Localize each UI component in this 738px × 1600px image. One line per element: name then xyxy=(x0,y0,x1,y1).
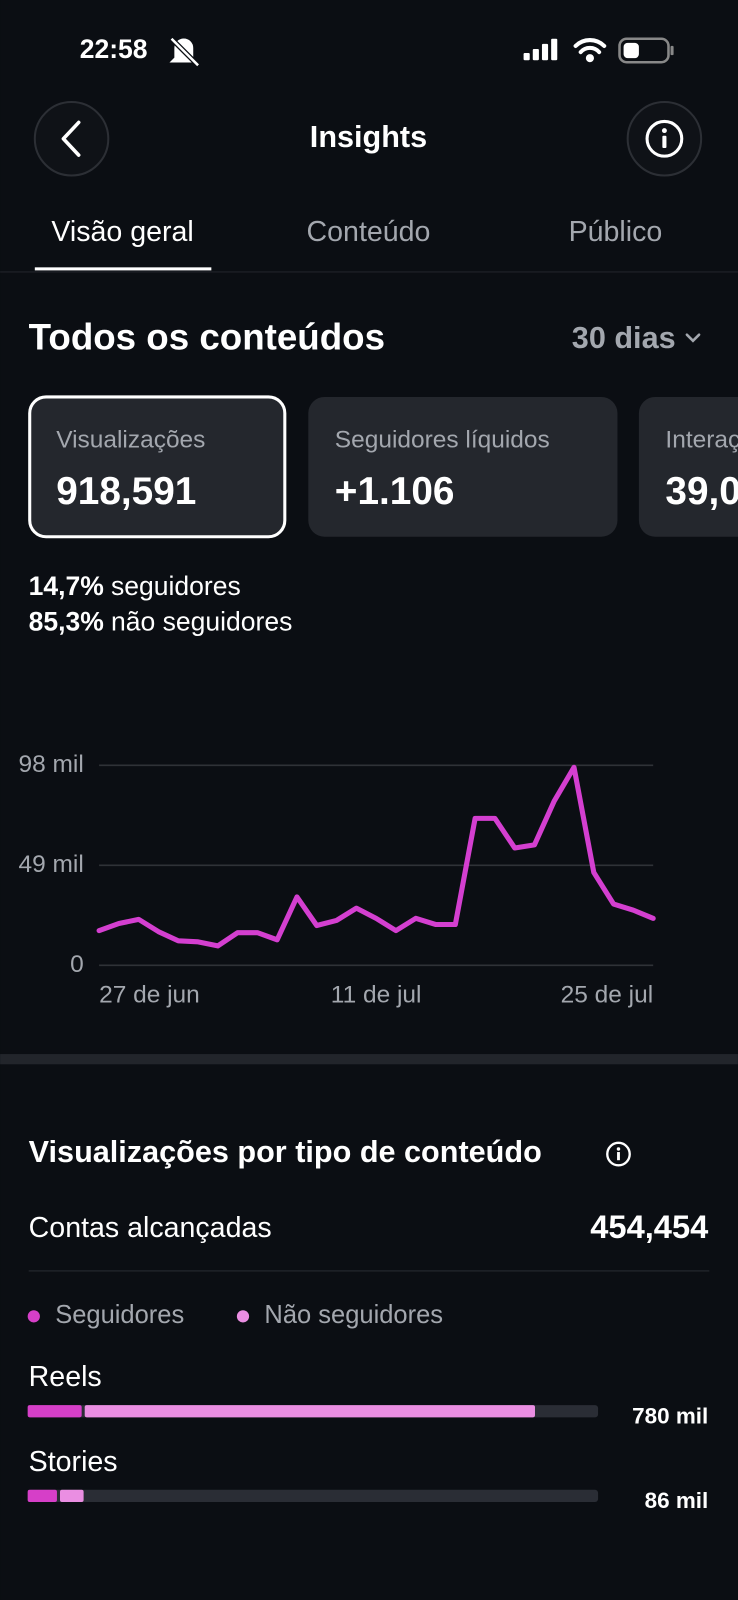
back-button[interactable] xyxy=(33,101,110,177)
status-time: 22:58 xyxy=(80,34,148,64)
breakdown-title: Visualizações por tipo de conteúdo xyxy=(29,1135,542,1169)
metric-card[interactable]: Seguidores líquidos +1.106 xyxy=(308,396,618,537)
legend-label: Seguidores xyxy=(55,1301,184,1329)
card-value: +1.106 xyxy=(335,470,455,513)
split-share: 14,7% xyxy=(29,571,104,601)
mute-icon xyxy=(169,36,200,68)
page-title: Insights xyxy=(310,120,427,154)
card-value: 39,0 xyxy=(665,470,738,513)
info-button[interactable] xyxy=(626,101,703,177)
bar-segment xyxy=(27,1405,82,1418)
split-share: 85,3% xyxy=(29,606,104,636)
y-tick-label: 49 mil xyxy=(19,851,84,878)
battery-icon xyxy=(618,37,674,64)
y-tick-label: 98 mil xyxy=(19,751,84,778)
card-label: Seguidores líquidos xyxy=(335,426,550,453)
section-title: Todos os conteúdos xyxy=(29,316,385,357)
line-chart: 0 49 mil 98 mil 27 de jun 11 de jul 25 de jul xyxy=(19,751,656,1008)
card-bg xyxy=(308,396,618,537)
section-separator xyxy=(0,1054,738,1065)
card-label: Interações xyxy=(665,426,738,453)
card-value: 918,591 xyxy=(56,470,196,513)
divider xyxy=(28,1270,710,1272)
reach-label: Contas alcançadas xyxy=(29,1212,272,1244)
split-line: 14,7% seguidores xyxy=(29,571,241,601)
signal-icon xyxy=(523,38,558,61)
tab[interactable]: Público xyxy=(569,216,663,248)
tab[interactable]: Conteúdo xyxy=(307,216,431,248)
metric-card[interactable]: Visualizações 918,591 xyxy=(28,395,287,539)
tab-bar: Visão geral Conteúdo Público xyxy=(51,216,662,248)
reach-value: 454,454 xyxy=(590,1208,708,1245)
split-line: 85,3% não seguidores xyxy=(29,606,293,636)
tab[interactable]: Visão geral xyxy=(51,216,193,248)
x-tick-label: 25 de jul xyxy=(561,981,654,1008)
bar-total-label: 86 mil xyxy=(645,1488,709,1513)
card-label: Visualizações xyxy=(56,426,205,453)
period-selector[interactable]: 30 dias xyxy=(572,321,701,355)
bar-segment xyxy=(84,1405,535,1418)
info-icon[interactable] xyxy=(606,1141,631,1167)
legend-dot xyxy=(27,1310,40,1323)
split-label: seguidores xyxy=(111,571,241,601)
metric-card[interactable]: Interações 39,0 xyxy=(638,396,738,537)
bar-track xyxy=(27,1489,599,1503)
bar-chart: Seguidores Não seguidores Reels 780 mil Stor… xyxy=(27,1301,709,1513)
metric-cards: Visualizações 918,591 Seguidores líquidos +… xyxy=(28,395,738,539)
card-bg xyxy=(28,395,287,539)
bar-segment xyxy=(27,1489,57,1503)
card-bg xyxy=(638,396,738,537)
bar-segment xyxy=(60,1489,84,1503)
line-series xyxy=(96,764,656,949)
bar-total-label: 780 mil xyxy=(632,1403,708,1428)
category-label: Stories xyxy=(29,1446,118,1478)
divider xyxy=(0,271,738,273)
category-label: Reels xyxy=(29,1361,102,1393)
x-tick-label: 11 de jul xyxy=(331,981,422,1008)
tab-indicator xyxy=(34,267,212,271)
legend-label: Não seguidores xyxy=(264,1301,443,1329)
x-tick-label: 27 de jun xyxy=(99,981,200,1008)
period-label: 30 dias xyxy=(572,321,676,355)
wifi-icon xyxy=(573,38,607,63)
legend-dot xyxy=(236,1310,250,1323)
split-label: não seguidores xyxy=(111,606,292,636)
y-tick-label: 0 xyxy=(70,951,84,978)
